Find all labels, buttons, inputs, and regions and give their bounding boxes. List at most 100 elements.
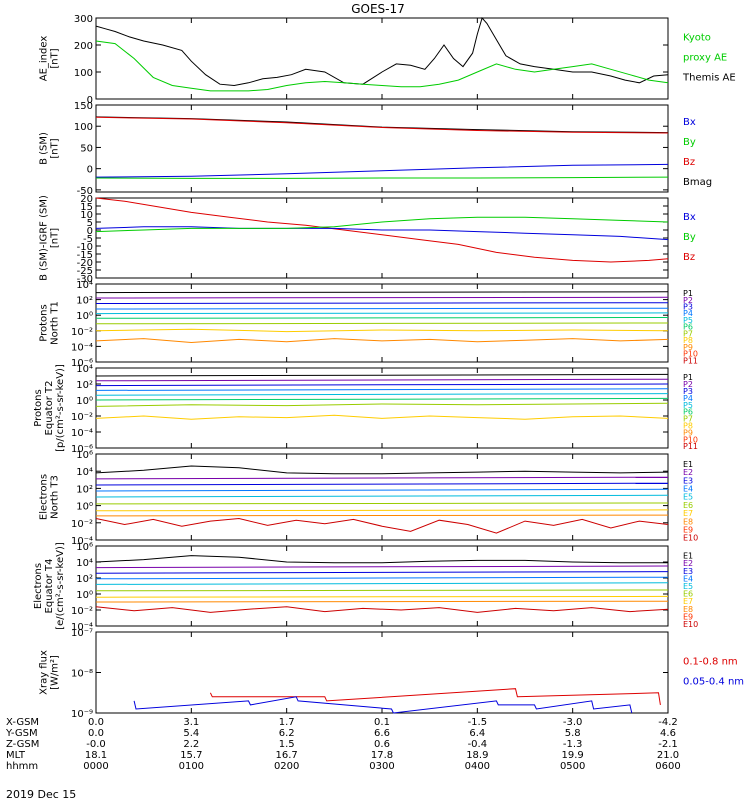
x-tick-label: 18.1 (85, 750, 107, 761)
y-tick-label: -5 (83, 234, 93, 245)
series-line-bx (95, 163, 669, 178)
legend-entry: E3 (683, 476, 693, 485)
legend-entry: P10 (683, 350, 698, 359)
series-line-4 (95, 488, 669, 492)
legend-entry: P10 (683, 435, 698, 444)
series-line-7 (95, 322, 669, 325)
legend-entry: Kyoto (683, 33, 711, 44)
y-axis-label: Xray flux (39, 650, 50, 695)
series-line-6 (95, 589, 669, 592)
y-tick-label: -10 (77, 242, 93, 253)
series-line-5 (95, 393, 669, 396)
x-axis-labels: X-GSMY-GSMZ-GSMMLThhmm0.00.0-0.018.10000… (5, 717, 681, 772)
y-tick-label: -20 (77, 258, 93, 269)
x-tick-label: 0600 (655, 761, 680, 772)
x-tick-label: 1.7 (279, 717, 295, 728)
y-tick-label: 10⁻² (71, 327, 93, 338)
series-line-2 (95, 296, 669, 299)
y-tick-label: 10⁶ (76, 450, 93, 461)
legend-entry: E2 (683, 559, 693, 568)
x-tick-label: 17.8 (371, 750, 393, 761)
series-line-6 (95, 502, 669, 505)
series-line-by (95, 216, 669, 233)
series-line-2 (95, 565, 669, 569)
y-axis-label: Protons (39, 304, 50, 341)
series-line-themis-ae (95, 16, 669, 87)
panel-8: 10⁻⁹ 10⁻⁸ 10⁻⁷ Xray flux [W/m²] 0.1-0.8 nm 0.0… (39, 628, 745, 720)
legend-entry: P6 (683, 323, 693, 332)
y-tick-label: 10⁶ (76, 542, 93, 553)
legend-entry: E1 (683, 460, 693, 469)
series-line-5 (95, 494, 669, 498)
y-axis-label: [nT] (50, 228, 61, 248)
x-axis-row-label: X-GSM (6, 717, 39, 728)
x-tick-label: 0300 (369, 761, 394, 772)
x-tick-label: 0.0 (88, 717, 104, 728)
y-tick-label: 100 (74, 68, 93, 79)
y-axis-label: Equator T4 (44, 559, 55, 614)
y-axis-label: North T1 (50, 301, 61, 345)
series-line-3 (95, 482, 669, 486)
legend-entry: Bmag (683, 177, 712, 188)
x-tick-label: -0.4 (468, 739, 488, 750)
legend-entry: P3 (683, 387, 693, 396)
y-tick-label: 10² (76, 380, 93, 391)
legend-entry: Bz (683, 252, 695, 263)
legend-entry: E7 (683, 597, 693, 606)
y-tick-label: -30 (77, 274, 93, 285)
series-line-1 (95, 465, 669, 475)
y-tick-label: 10² (76, 574, 93, 585)
series-line-8 (95, 514, 669, 517)
x-tick-label: 0200 (274, 761, 299, 772)
series-line-3 (95, 383, 669, 387)
y-tick-label: 20 (80, 194, 93, 205)
series-line-4 (95, 576, 669, 580)
series-line-bz (95, 116, 669, 134)
y-tick-label: 10⁰ (76, 590, 93, 601)
y-tick-label: 100 (74, 122, 93, 133)
legend-entry: Bz (683, 157, 695, 168)
legend-entry: E10 (683, 620, 698, 629)
legend-entry: E3 (683, 567, 693, 576)
panel-7: 10⁻⁴ 10⁻² 10⁰ 10² 10⁴ 10⁶ Electrons Equator T4[… (33, 542, 698, 633)
y-tick-label: 50 (80, 143, 93, 154)
series-line-8 (95, 414, 669, 420)
series-line-8 (95, 328, 669, 333)
legend-entry: E2 (683, 468, 693, 477)
x-axis-row-label: Y-GSM (5, 728, 38, 739)
legend-entry: 0.1-0.8 nm (683, 657, 738, 668)
legend-entry: P3 (683, 302, 693, 311)
legend-entry: proxy AE (683, 53, 727, 64)
series-line-3 (95, 302, 669, 304)
y-tick-label: 10⁻⁴ (71, 428, 93, 439)
legend-entry: By (683, 232, 696, 243)
y-tick-label: 5 (87, 218, 93, 229)
x-tick-label: 0100 (179, 761, 204, 772)
y-axis-label: North T3 (50, 475, 61, 519)
y-tick-label: 10⁻² (71, 606, 93, 617)
y-tick-label: -15 (77, 250, 93, 261)
x-tick-label: 2.2 (183, 739, 199, 750)
legend-entry: E5 (683, 493, 693, 502)
x-tick-label: 0.1 (374, 717, 390, 728)
y-tick-label: 300 (74, 14, 93, 25)
y-tick-label: 10⁰ (76, 311, 93, 322)
series-line-0-1-0-8-nm (209, 688, 661, 705)
series-line-4 (95, 307, 669, 310)
legend-entry: Bx (683, 212, 696, 223)
series-line-2 (95, 476, 669, 480)
series-line-1 (95, 291, 669, 294)
legend-entry: P5 (683, 316, 693, 325)
legend-entry: P4 (683, 394, 693, 403)
plot-title: GOES-17 (351, 2, 405, 16)
panel-frame (95, 197, 669, 279)
x-tick-label: -0.0 (86, 739, 106, 750)
legend-entry: P1 (683, 289, 693, 298)
legend-entry: P4 (683, 309, 693, 318)
series-line-5 (95, 312, 669, 315)
y-axis-label: Protons (33, 389, 44, 426)
x-tick-label: 21.0 (657, 750, 679, 761)
x-tick-label: 15.7 (180, 750, 202, 761)
